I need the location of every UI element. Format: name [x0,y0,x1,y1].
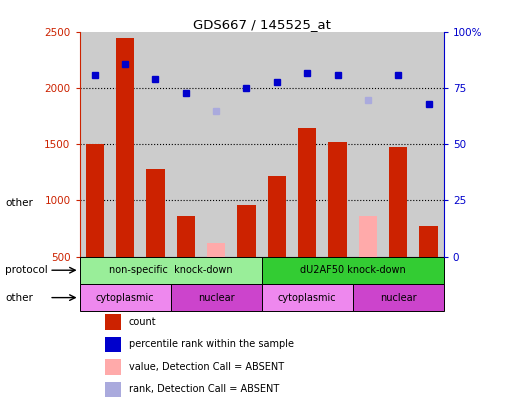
Bar [322,32,353,256]
Text: count: count [129,317,156,327]
Bar [80,256,262,284]
Text: non-specific  knock-down: non-specific knock-down [109,265,232,275]
Bar [328,142,347,256]
Title: GDS667 / 145525_at: GDS667 / 145525_at [193,18,330,31]
Bar [420,226,438,256]
Bar [383,32,413,256]
Text: rank, Detection Call = ABSENT: rank, Detection Call = ABSENT [129,384,279,394]
Text: cytoplasmic: cytoplasmic [96,292,154,303]
Bar [116,38,134,256]
Bar [268,176,286,256]
Bar [262,284,353,311]
Text: nuclear: nuclear [380,292,417,303]
Bar [262,32,292,256]
Text: other: other [5,198,33,207]
Bar [413,32,444,256]
Bar [170,284,262,311]
Bar [86,145,104,256]
Bar [176,216,195,256]
Bar [146,169,165,256]
Text: percentile rank within the sample: percentile rank within the sample [129,339,293,350]
Bar [105,382,122,397]
Bar [80,32,110,256]
Text: nuclear: nuclear [198,292,234,303]
Bar [207,243,225,256]
Bar [80,284,170,311]
Bar [140,32,170,256]
Text: cytoplasmic: cytoplasmic [278,292,337,303]
Text: other: other [5,292,33,303]
Bar [201,32,231,256]
Bar [359,216,377,256]
Text: dU2AF50 knock-down: dU2AF50 knock-down [300,265,406,275]
Bar [353,284,444,311]
Bar [105,337,122,352]
Bar [389,147,407,256]
Bar [105,314,122,330]
Bar [105,359,122,375]
Text: value, Detection Call = ABSENT: value, Detection Call = ABSENT [129,362,284,372]
Bar [292,32,322,256]
Bar [238,205,255,256]
Bar [110,32,140,256]
Bar [353,32,383,256]
Bar [231,32,262,256]
Bar [298,128,316,256]
Bar [170,32,201,256]
Text: protocol: protocol [5,265,48,275]
Bar [262,256,444,284]
